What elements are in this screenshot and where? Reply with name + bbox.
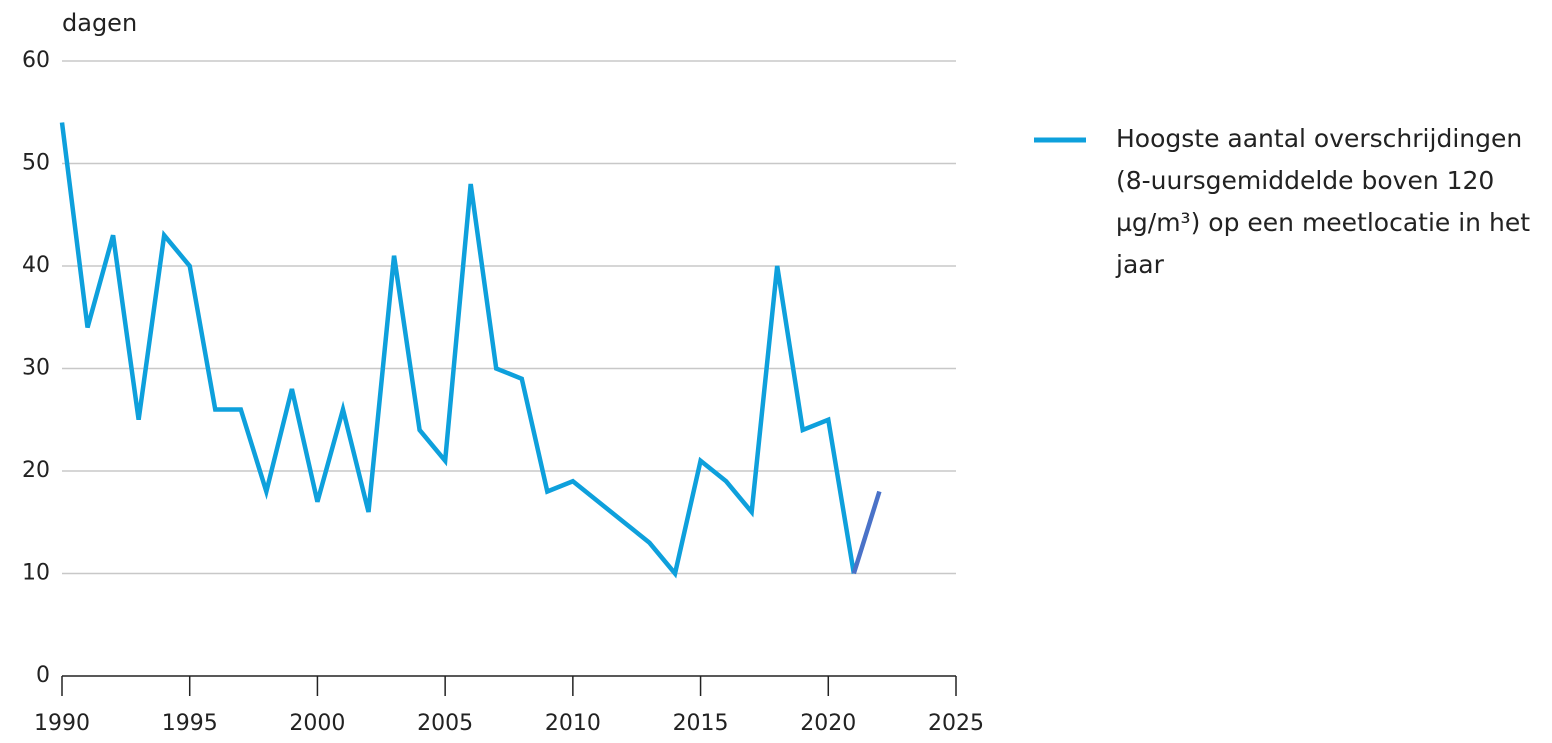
- y-tick-label: 20: [22, 458, 50, 483]
- y-tick-label: 40: [22, 253, 50, 278]
- data-line: [851, 490, 882, 575]
- data-line: [59, 122, 857, 579]
- x-tick-label: 2000: [289, 711, 345, 736]
- x-tick-label: 2020: [800, 711, 856, 736]
- y-tick-label: 50: [22, 151, 50, 176]
- x-tick-label: 2010: [545, 711, 601, 736]
- y-tick-label: 10: [22, 561, 50, 586]
- x-tick-label: 2005: [417, 711, 473, 736]
- x-tick-label: 2015: [673, 711, 729, 736]
- x-tick-label: 1990: [34, 711, 90, 736]
- y-axis-label: dagen: [62, 9, 137, 37]
- legend-label: Hoogste aantal overschrijdingen (8-uursg…: [1116, 124, 1531, 279]
- y-tick-label: 30: [22, 356, 50, 381]
- x-tick-label: 1995: [162, 711, 218, 736]
- x-tick-label: 2025: [928, 711, 984, 736]
- y-tick-label: 0: [36, 663, 50, 688]
- y-tick-label: 60: [22, 48, 50, 73]
